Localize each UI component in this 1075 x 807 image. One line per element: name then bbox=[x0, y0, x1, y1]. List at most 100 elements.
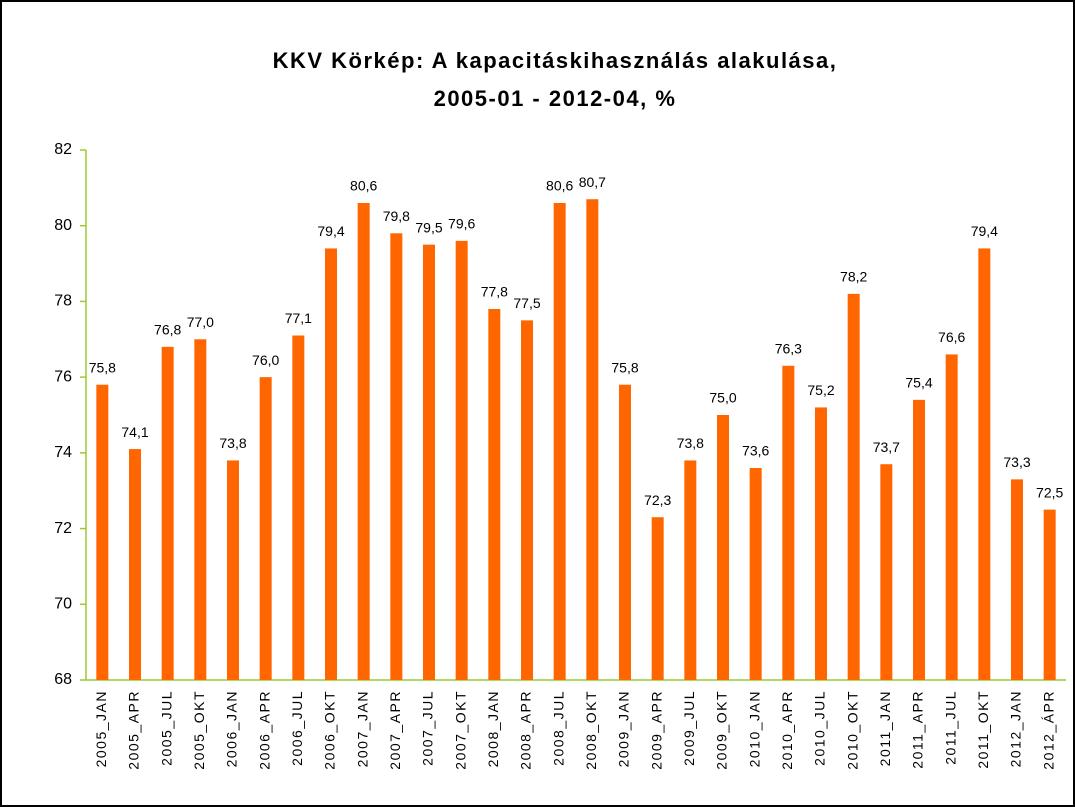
bar bbox=[815, 407, 827, 680]
value-label: 79,6 bbox=[448, 216, 475, 232]
x-tick-label: 2008_OKT bbox=[583, 690, 599, 770]
bar bbox=[913, 399, 925, 680]
bar bbox=[651, 517, 664, 680]
value-label: 73,7 bbox=[873, 439, 900, 455]
bar bbox=[325, 248, 337, 680]
bar bbox=[96, 384, 109, 680]
value-label: 74,1 bbox=[121, 424, 148, 440]
y-tick-label: 80 bbox=[54, 217, 72, 234]
value-label: 73,8 bbox=[219, 435, 246, 451]
x-tick-label: 2011_APR bbox=[910, 690, 926, 769]
x-tick-label: 2006_OKT bbox=[322, 690, 338, 770]
bar bbox=[684, 460, 697, 680]
x-tick-label: 2011_OKT bbox=[975, 690, 991, 769]
value-label: 75,2 bbox=[807, 382, 834, 398]
x-tick-label: 2006_JAN bbox=[224, 690, 240, 767]
x-tick-label: 2010_JUL bbox=[812, 690, 828, 766]
bar bbox=[227, 460, 239, 680]
value-label: 72,3 bbox=[644, 492, 671, 508]
x-tick-label: 2006_APR bbox=[256, 690, 272, 770]
bar bbox=[488, 309, 501, 680]
value-label: 80,6 bbox=[350, 178, 377, 194]
value-label: 79,8 bbox=[383, 208, 410, 224]
bar bbox=[847, 293, 860, 680]
x-tick-label: 2005_JUL bbox=[158, 690, 174, 766]
bar bbox=[880, 464, 893, 680]
x-tick-label: 2010_OKT bbox=[844, 690, 860, 770]
x-tick-label: 2008_APR bbox=[518, 690, 534, 770]
y-tick-label: 76 bbox=[54, 368, 72, 385]
value-label: 77,1 bbox=[285, 310, 312, 326]
bar bbox=[357, 203, 370, 680]
bar bbox=[749, 468, 762, 680]
value-label: 76,0 bbox=[252, 352, 279, 368]
value-label: 75,4 bbox=[905, 375, 932, 391]
value-label: 76,3 bbox=[775, 340, 802, 356]
x-tick-label: 2008_JAN bbox=[485, 690, 501, 767]
x-tick-label: 2011_JAN bbox=[877, 690, 893, 766]
x-tick-label: 2006_JUL bbox=[289, 690, 305, 766]
value-label: 76,8 bbox=[154, 322, 181, 338]
x-tick-label: 2005_OKT bbox=[191, 690, 207, 770]
value-label: 75,0 bbox=[709, 390, 736, 406]
x-tick-label: 2007_JUL bbox=[420, 690, 436, 766]
chart-title: 2005-01 - 2012-04, % bbox=[434, 86, 677, 111]
y-tick-label: 74 bbox=[54, 444, 72, 461]
x-tick-label: 2009_OKT bbox=[714, 690, 730, 770]
bar bbox=[390, 233, 403, 681]
value-label: 73,6 bbox=[742, 443, 769, 459]
y-tick-label: 72 bbox=[54, 520, 72, 537]
value-label: 80,7 bbox=[579, 174, 606, 190]
bar bbox=[521, 320, 533, 680]
bar bbox=[194, 339, 207, 680]
bar bbox=[717, 415, 729, 680]
bar bbox=[1043, 509, 1056, 680]
value-label: 78,2 bbox=[840, 269, 867, 285]
y-tick-label: 68 bbox=[54, 671, 72, 688]
x-tick-label: 2005_JAN bbox=[93, 690, 109, 767]
value-label: 79,4 bbox=[317, 223, 344, 239]
value-label: 80,6 bbox=[546, 178, 573, 194]
x-tick-label: 2010_APR bbox=[779, 690, 795, 770]
x-tick-label: 2005_APR bbox=[126, 690, 142, 770]
bar bbox=[553, 203, 566, 680]
value-label: 72,5 bbox=[1036, 484, 1063, 500]
x-tick-label: 2007_JAN bbox=[354, 690, 370, 767]
bar bbox=[978, 248, 991, 680]
value-label: 77,8 bbox=[481, 284, 508, 300]
x-tick-label: 2008_JUL bbox=[550, 690, 566, 766]
bar bbox=[423, 244, 435, 680]
bar bbox=[259, 377, 272, 680]
value-label: 77,0 bbox=[187, 314, 214, 330]
value-label: 73,3 bbox=[1003, 454, 1030, 470]
x-tick-label: 2012_JAN bbox=[1008, 690, 1024, 767]
y-tick-label: 70 bbox=[54, 596, 72, 613]
value-label: 79,4 bbox=[971, 223, 998, 239]
bar bbox=[129, 449, 141, 680]
value-label: 75,8 bbox=[89, 359, 116, 375]
bar bbox=[586, 199, 599, 680]
y-tick-label: 82 bbox=[54, 141, 72, 158]
value-label: 77,5 bbox=[513, 295, 540, 311]
bar bbox=[782, 365, 795, 680]
bar bbox=[945, 354, 958, 680]
bar bbox=[619, 384, 631, 680]
value-label: 79,5 bbox=[415, 219, 442, 235]
y-tick-label: 78 bbox=[54, 293, 72, 310]
bar bbox=[455, 240, 468, 680]
x-tick-label: 2007_APR bbox=[387, 690, 403, 770]
x-tick-label: 2010_JAN bbox=[746, 690, 762, 767]
x-tick-label: 2007_OKT bbox=[452, 690, 468, 770]
bar bbox=[161, 346, 174, 680]
bar bbox=[292, 335, 305, 680]
chart-title: KKV Körkép: A kapacitáskihasználás alaku… bbox=[273, 48, 838, 73]
x-tick-label: 2011_JUL bbox=[942, 690, 958, 765]
x-tick-label: 2009_JAN bbox=[616, 690, 632, 767]
x-tick-label: 2009_JUL bbox=[681, 690, 697, 766]
value-label: 75,8 bbox=[611, 359, 638, 375]
value-label: 76,6 bbox=[938, 329, 965, 345]
x-tick-label: 2009_APR bbox=[648, 690, 664, 770]
bar bbox=[1011, 479, 1023, 680]
